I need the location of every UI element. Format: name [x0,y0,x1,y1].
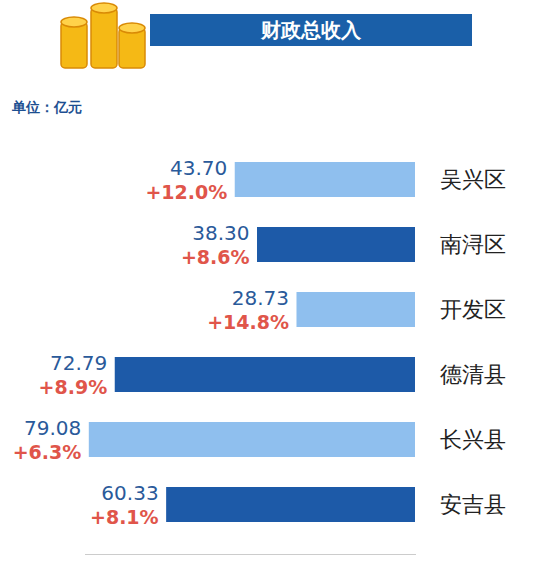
svg-text:+8.9%: +8.9% [39,376,108,398]
svg-text:72.79: 72.79 [50,351,107,375]
svg-text:28.73: 28.73 [232,286,289,310]
svg-text:德清县: 德清县 [440,362,506,387]
svg-text:+14.8%: +14.8% [207,311,289,333]
svg-text:43.70: 43.70 [170,156,227,180]
svg-text:安吉县: 安吉县 [440,492,506,517]
svg-text:开发区: 开发区 [440,297,506,322]
svg-text:+8.1%: +8.1% [90,506,159,528]
svg-text:长兴县: 长兴县 [440,427,506,452]
svg-text:+8.6%: +8.6% [181,246,250,268]
svg-text:60.33: 60.33 [101,481,158,505]
svg-text:79.08: 79.08 [24,416,81,440]
svg-text:吴兴区: 吴兴区 [440,167,506,192]
html-text:财政总收入: 财政总收入 [261,18,361,42]
svg-text:+6.3%: +6.3% [13,441,82,463]
svg-text:南浔区: 南浔区 [440,232,506,257]
svg-text:+12.0%: +12.0% [145,181,227,203]
html-text:单位：亿元: 单位：亿元 [12,99,82,115]
svg-text:38.30: 38.30 [192,221,249,245]
